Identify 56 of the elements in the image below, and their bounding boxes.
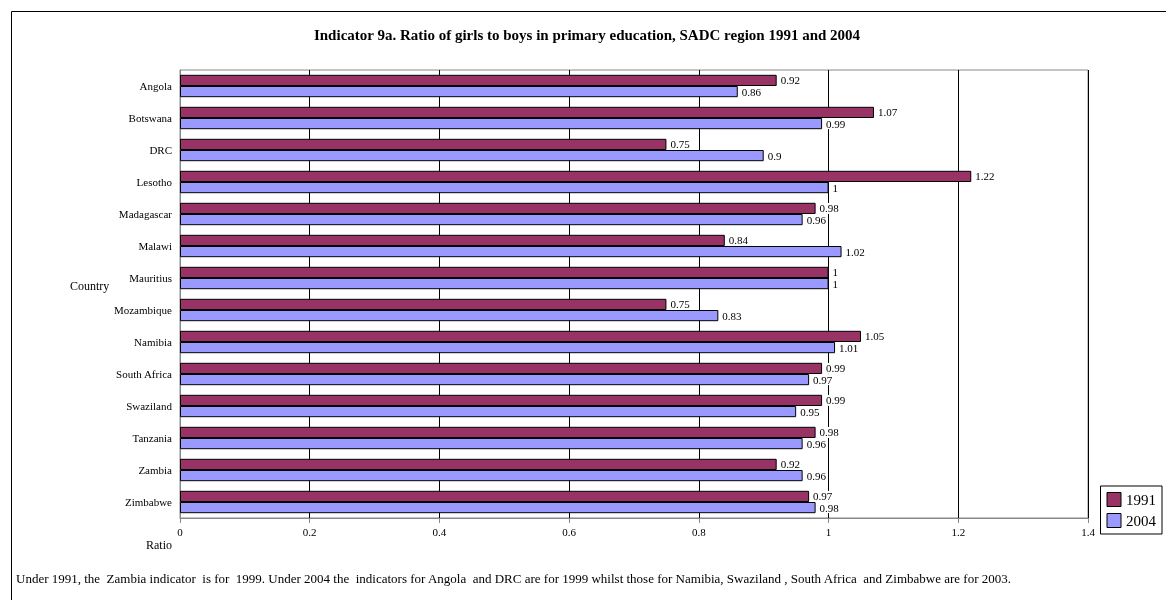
y-tick-label: Namibia	[134, 336, 173, 348]
chart-title: Indicator 9a. Ratio of girls to boys in primary education, SADC region 1991 and 2004	[313, 26, 861, 43]
data-label: 0.83	[722, 309, 743, 322]
data-label: 0.75	[670, 298, 691, 311]
data-label: 0.99	[826, 117, 846, 130]
data-label: 1.02	[845, 245, 865, 258]
legend-label: 1991	[1126, 491, 1156, 508]
data-label: 0.98	[819, 426, 840, 439]
data-label: 0.92	[780, 74, 800, 87]
y-tick-label: Malawi	[138, 240, 172, 252]
y-tick-label: Swaziland	[126, 400, 173, 412]
text: Under 1991, the Zambia indicator is for 1999. Under 2004 the indicators for Angola and DRC are for 1999 whilst those for Namibia, Swaziland , South Africa and Zimbabwe are for 2003.	[16, 571, 1011, 586]
x-tick-label: 0	[177, 525, 184, 538]
x-tick-label: 0.4	[432, 525, 447, 538]
data-label: 1	[832, 277, 839, 290]
legend-label: 2004	[1126, 512, 1157, 529]
y-axis-title: Country	[70, 279, 110, 293]
x-tick-label: 0.8	[691, 525, 707, 538]
data-label: 0.86	[741, 85, 762, 98]
data-label: 0.96	[806, 213, 827, 226]
y-tick-label: Angola	[139, 80, 173, 92]
y-tick-label: Tanzania	[132, 432, 173, 444]
x-tick-label: 0.6	[562, 525, 577, 538]
y-tick-label: South Africa	[116, 368, 173, 380]
data-label: 0.92	[780, 458, 800, 471]
x-axis-title: Ratio	[146, 538, 172, 552]
x-tick-label: 1	[825, 525, 832, 538]
data-label: 0.96	[806, 437, 827, 450]
y-tick-label: Madagascar	[118, 208, 173, 220]
y-tick-label: Zambia	[138, 464, 173, 476]
y-tick-label: Botswana	[128, 112, 173, 124]
x-tick-label: 1.4	[1081, 525, 1096, 538]
data-label: 1	[832, 266, 839, 279]
y-tick-label: Lesotho	[136, 176, 173, 188]
data-label: 0.96	[806, 469, 827, 482]
data-label: 1.07	[877, 106, 898, 119]
x-tick-label: 0.2	[302, 525, 317, 538]
data-label: 0.84	[728, 234, 749, 247]
y-tick-label: Mauritius	[129, 272, 172, 284]
data-label: 1.22	[975, 170, 995, 183]
data-label: 0.97	[813, 490, 833, 503]
data-label: 0.9	[767, 149, 782, 162]
data-label: 0.99	[826, 362, 846, 375]
data-label: 1.05	[865, 330, 885, 343]
data-label: 0.97	[813, 373, 833, 386]
data-label: 0.95	[800, 405, 820, 418]
data-label: 1.01	[839, 341, 859, 354]
x-tick-label: 1.2	[951, 525, 966, 538]
y-tick-label: Mozambique	[113, 304, 173, 316]
data-label: 0.98	[819, 501, 840, 514]
data-label: 0.98	[819, 202, 840, 215]
data-label: 0.75	[670, 138, 691, 151]
y-tick-label: DRC	[149, 144, 172, 156]
data-label: 0.99	[826, 394, 846, 407]
y-tick-label: Zimbabwe	[124, 496, 173, 508]
data-label: 1	[832, 181, 839, 194]
